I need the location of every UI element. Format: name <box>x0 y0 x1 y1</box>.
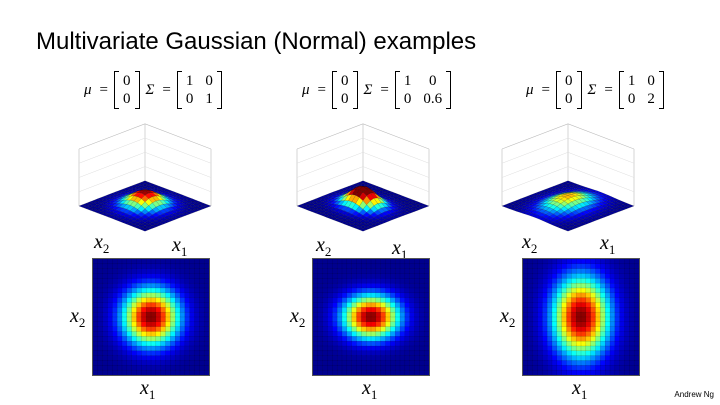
sigma-entry: 1 <box>403 73 412 89</box>
sigma-symbol: Σ <box>587 81 597 98</box>
surface-x2-label: x2 <box>522 231 538 256</box>
heatmap-canvas <box>312 258 430 376</box>
surface-plot-3 <box>488 118 648 253</box>
mu-entry: 0 <box>341 91 349 107</box>
equals-sign: = <box>380 81 389 98</box>
mu-symbol: μ <box>302 81 310 98</box>
sigma-entry: 1 <box>205 91 213 107</box>
sigma-entry: 1 <box>185 73 194 89</box>
equals-sign: = <box>541 81 550 98</box>
heatmap-x2-label: x2 <box>290 305 306 330</box>
surface-x2-label: x2 <box>94 231 110 256</box>
heatmap-1 <box>92 258 210 376</box>
equals-sign: = <box>162 81 171 98</box>
heatmap-x2-label: x2 <box>500 305 516 330</box>
sigma-matrix: 1 0 0 2 <box>618 71 664 109</box>
sigma-entry: 0 <box>627 91 636 107</box>
heatmap-x2-label: x2 <box>70 305 86 330</box>
sigma-entry: 1 <box>627 73 636 89</box>
formula-3: μ = 0 0 Σ = 1 0 0 2 <box>522 70 666 110</box>
formula-1: μ = 0 0 Σ = 1 0 0 1 <box>80 70 224 110</box>
sigma-entry: 0 <box>185 91 194 107</box>
mu-entry: 0 <box>565 91 573 107</box>
mu-symbol: μ <box>84 81 92 98</box>
sigma-entry: 0.6 <box>423 91 443 107</box>
surface-x1-label: x1 <box>392 237 408 262</box>
mu-vector: 0 0 <box>556 71 582 109</box>
equals-sign: = <box>317 81 326 98</box>
mu-vector: 0 0 <box>114 71 140 109</box>
mu-vector: 0 0 <box>332 71 358 109</box>
surface-plot-2 <box>283 118 443 253</box>
sigma-entry: 0 <box>429 73 437 89</box>
surface-canvas <box>78 123 212 232</box>
surface-x1-label: x1 <box>600 232 616 257</box>
sigma-matrix: 1 0 0 1 <box>176 71 222 109</box>
mu-entry: 0 <box>565 73 573 89</box>
mu-symbol: μ <box>526 81 534 98</box>
credit-text: Andrew Ng <box>674 390 714 399</box>
surface-plot-1 <box>65 118 225 253</box>
heatmap-canvas <box>92 258 210 376</box>
sigma-entry: 0 <box>647 73 655 89</box>
heatmap-x1-label: x1 <box>572 377 588 402</box>
sigma-symbol: Σ <box>363 81 373 98</box>
surface-x2-label: x2 <box>316 234 332 259</box>
surface-canvas <box>501 123 635 232</box>
surface-canvas <box>296 123 430 232</box>
mu-entry: 0 <box>341 73 349 89</box>
mu-entry: 0 <box>123 91 131 107</box>
heatmap-2 <box>312 258 430 376</box>
sigma-entry: 0 <box>205 73 213 89</box>
slide-title: Multivariate Gaussian (Normal) examples <box>36 28 477 55</box>
heatmap-canvas <box>522 258 640 376</box>
sigma-matrix: 1 0 0 0.6 <box>394 71 452 109</box>
equals-sign: = <box>604 81 613 98</box>
heatmap-x1-label: x1 <box>140 377 156 402</box>
mu-entry: 0 <box>123 73 131 89</box>
equals-sign: = <box>99 81 108 98</box>
formula-2: μ = 0 0 Σ = 1 0 0 0.6 <box>298 70 453 110</box>
heatmap-3 <box>522 258 640 376</box>
sigma-entry: 0 <box>403 91 412 107</box>
heatmap-x1-label: x1 <box>362 377 378 402</box>
sigma-entry: 2 <box>647 91 655 107</box>
sigma-symbol: Σ <box>145 81 155 98</box>
surface-x1-label: x1 <box>172 234 188 259</box>
